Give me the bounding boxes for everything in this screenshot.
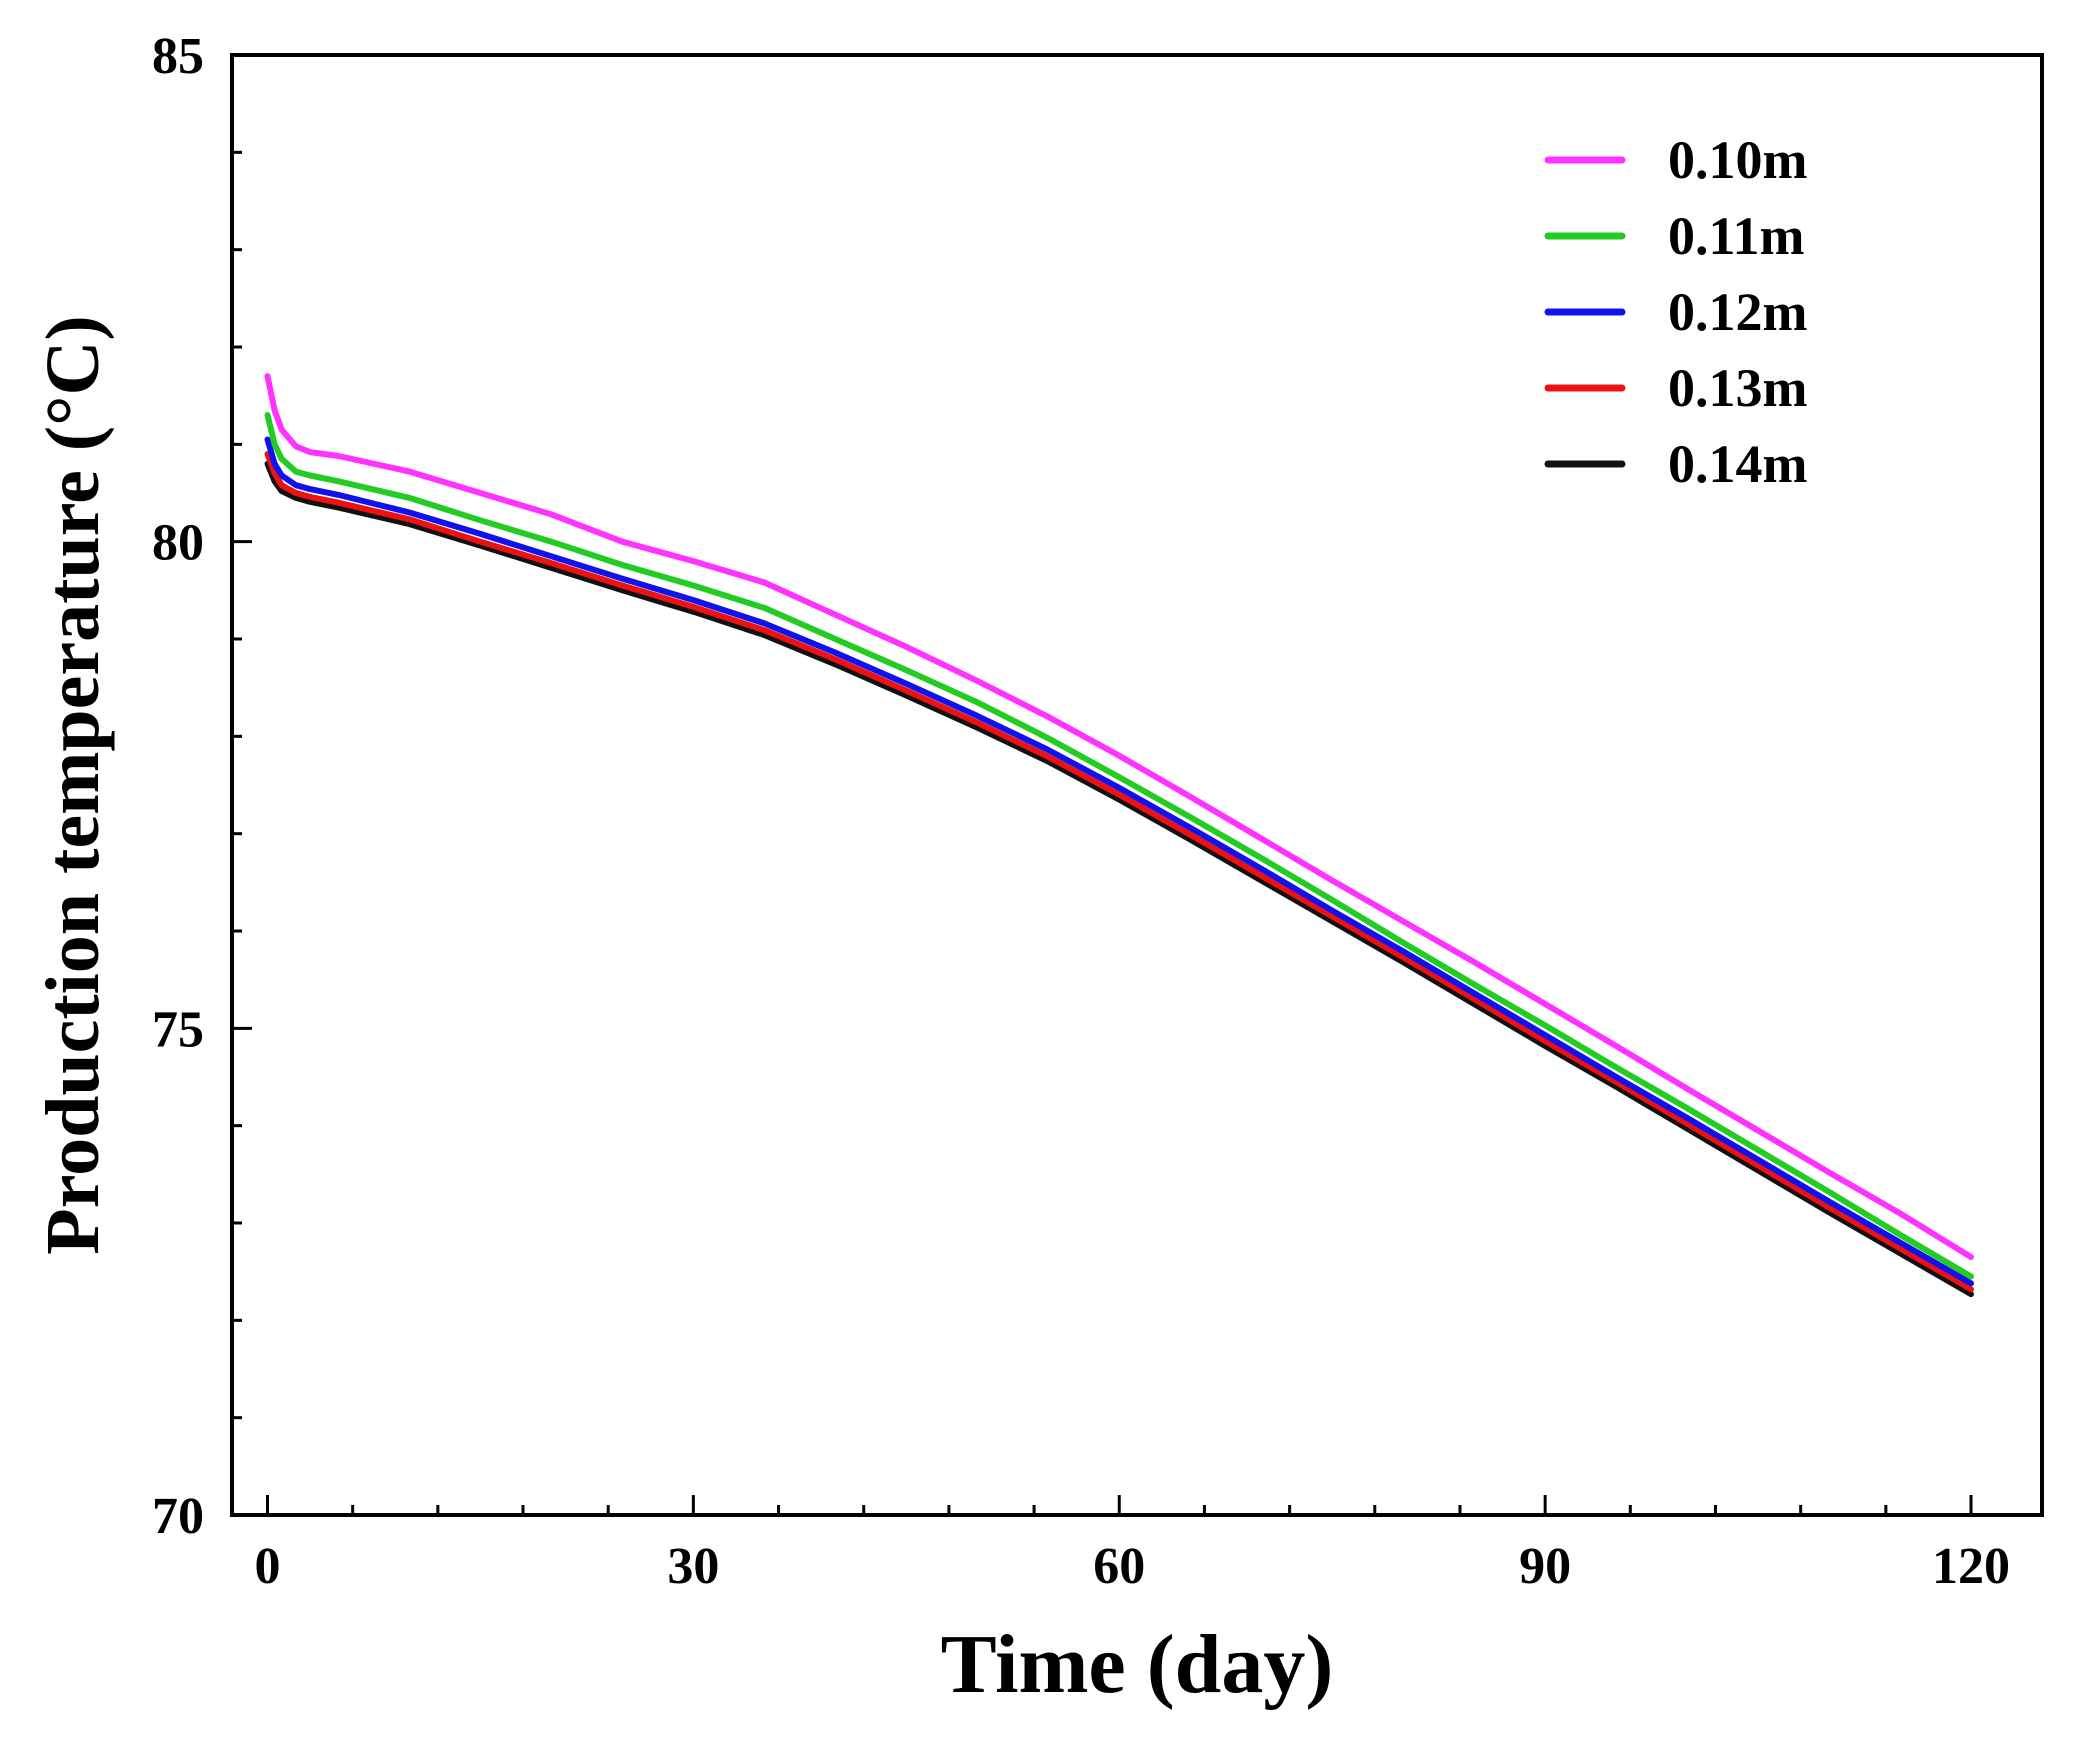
legend: 0.10m 0.11m 0.12m 0.13m 0.14m xyxy=(1544,130,1808,494)
tick-labels: 0 30 60 90 120 70 75 80 85 xyxy=(152,28,2010,1595)
series-line-0-13m xyxy=(264,451,1974,1293)
x-tick-label: 90 xyxy=(1519,1538,1571,1595)
series-line-0-10m xyxy=(264,373,1974,1261)
y-tick-label: 80 xyxy=(152,515,204,572)
x-tick-label: 120 xyxy=(1932,1538,2010,1595)
plot-frame xyxy=(230,53,2044,1517)
legend-label-0-12m: 0.12m xyxy=(1668,282,1808,342)
x-tick-label: 30 xyxy=(667,1538,719,1595)
x-axis-title: Time (day) xyxy=(941,1618,1334,1711)
y-tick-label: 70 xyxy=(152,1488,204,1545)
y-axis-title: Production temperature (°C) xyxy=(31,315,115,1254)
x-tick-label: 0 xyxy=(254,1538,280,1595)
series-line-0-14m xyxy=(264,460,1974,1298)
series-line-0-12m xyxy=(264,436,1974,1287)
legend-label-0-13m: 0.13m xyxy=(1668,358,1808,418)
legend-label-0-10m: 0.10m xyxy=(1668,130,1808,190)
series-line-0-11m xyxy=(264,412,1974,1280)
y-tick-label: 75 xyxy=(152,1001,204,1058)
x-tick-label: 60 xyxy=(1093,1538,1145,1595)
y-tick-label: 85 xyxy=(152,28,204,85)
legend-label-0-14m: 0.14m xyxy=(1668,434,1808,494)
legend-label-0-11m: 0.11m xyxy=(1668,206,1805,266)
series-lines xyxy=(264,373,1974,1298)
